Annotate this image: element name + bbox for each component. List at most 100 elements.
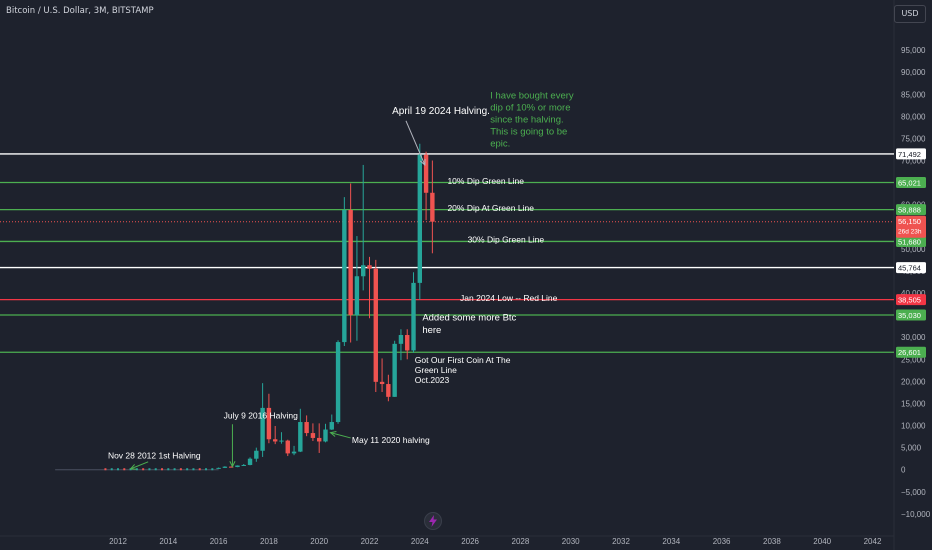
candle-body [398,335,404,344]
annotation-text: I have bought every [490,91,574,102]
y-tick-label: −10,000 [901,510,931,519]
level-badge [896,309,926,321]
annotation-text: Oct.2023 [415,375,450,385]
candle-body [254,450,259,459]
y-tick-label: 30,000 [901,333,926,342]
x-tick-label: 2026 [461,537,479,546]
x-tick-label: 2034 [662,537,680,546]
early-candle [117,468,119,471]
currency-button[interactable]: USD [894,5,926,23]
candle-body [423,154,429,193]
x-tick-label: 2012 [109,537,127,546]
early-candle [205,468,208,471]
level-label: 71,492 [898,150,921,159]
annotation-arrow [405,120,426,166]
candle-body [298,422,303,452]
candle-body [235,465,240,468]
candle-body [222,466,228,468]
symbol-title: Bitcoin / U.S. Dollar, 3M, BITSTAMP [6,6,154,16]
x-tick-label: 2032 [612,537,630,546]
countdown-label: 26d 23h [898,229,922,236]
y-tick-label: −5,000 [901,488,926,497]
level-badge [896,204,926,216]
candle-body [310,433,316,438]
x-tick-label: 2022 [361,537,379,546]
level-badge [896,262,926,274]
candle-body [323,429,328,442]
early-candle [173,468,176,471]
arrow-head [129,464,137,470]
annotation-text: Jan 2024 Low -- Red Line [460,293,558,303]
candle-body [228,466,234,468]
y-tick-label: 0 [901,466,906,475]
level-label: 38,505 [898,296,921,305]
level-label: 35,030 [898,311,921,320]
y-tick-label: 5,000 [901,444,922,453]
level-badge [896,148,926,160]
candle-body [329,422,334,430]
candle-body [386,384,391,397]
early-candle [148,468,151,471]
y-tick-label: 95,000 [901,46,926,55]
annotation-arrow [330,432,351,439]
x-tick-label: 2014 [159,537,177,546]
annotation-text: May 11 2020 halving [352,435,430,445]
y-tick-label: 25,000 [901,355,926,364]
y-tick-label: 75,000 [901,134,926,143]
candle-body [361,265,366,277]
early-candle [198,468,201,471]
y-tick-label: 15,000 [901,399,926,408]
level-badge [896,294,926,306]
annotation-text: July 9 2016 Halving [224,410,298,420]
early-candle [104,468,107,471]
candle-body [266,407,272,440]
candle-body [392,343,397,397]
candle-body [373,268,378,382]
x-tick-label: 2020 [310,537,328,546]
annotation-text: 30% Dip Green Line [468,235,545,245]
candle-body [285,440,290,454]
y-tick-label: 85,000 [901,90,926,99]
annotation-text: here [422,325,441,336]
y-tick-label: 50,000 [901,245,926,254]
y-tick-label: 10,000 [901,422,926,431]
annotation-text: Nov 28 2012 1st Halving [108,450,201,460]
early-candle [167,468,170,471]
annotation-text: Got Our First Coin At The [415,355,511,365]
annotation-text: since the halving. [490,115,563,126]
arrow-head [329,430,337,437]
candle-body [279,440,284,442]
candle-body [417,154,422,283]
candle-body [430,192,435,222]
candle-body [304,422,309,434]
candle-body [291,451,297,454]
candle-body [241,464,246,466]
early-candle [211,468,214,471]
early-candle [161,468,164,471]
level-label: 58,888 [898,206,921,215]
early-candle [123,468,126,471]
level-badge [896,235,926,247]
x-tick-label: 2028 [512,537,530,546]
annotation-text: April 19 2024 Halving. [392,106,490,117]
arrow-head [229,461,236,468]
level-badge [896,346,926,358]
candle-body [348,209,353,316]
annotation-text: epic. [490,138,510,149]
y-tick-label: 90,000 [901,68,926,77]
current-price-label: 56,150 [898,217,921,226]
x-tick-label: 2024 [411,537,429,546]
y-tick-label: 80,000 [901,112,926,121]
x-tick-label: 2042 [864,537,882,546]
x-tick-label: 2018 [260,537,278,546]
annotation-text: 10% Dip Green Line [447,176,524,186]
annotation-text: dip of 10% or more [490,103,570,114]
level-label: 65,021 [898,179,921,188]
level-label: 45,764 [898,264,921,273]
x-tick-label: 2038 [763,537,781,546]
lightning-logo-icon[interactable] [424,512,442,530]
y-tick-label: 70,000 [901,157,926,166]
candle-body [317,437,322,442]
candle-body [247,458,253,465]
